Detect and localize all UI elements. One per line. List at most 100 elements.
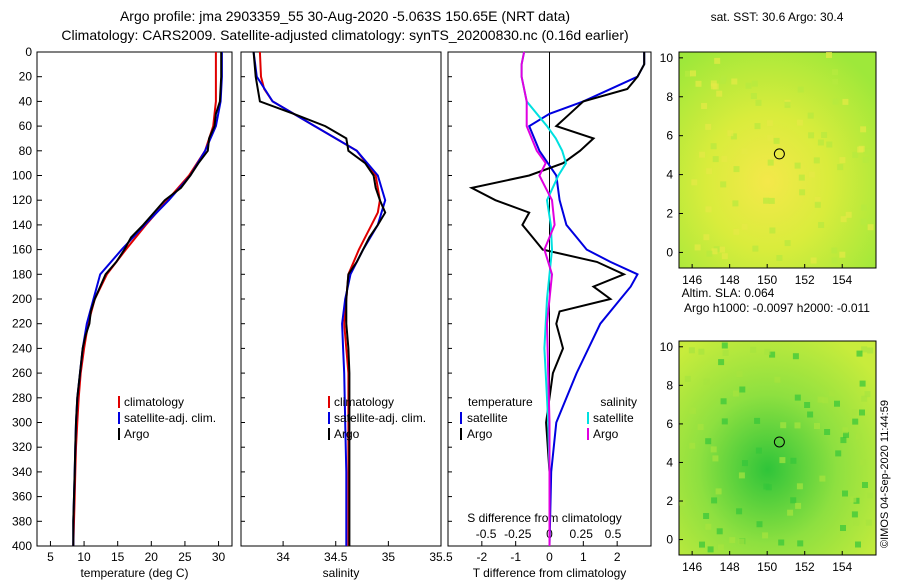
- map-x-tick-label: 152: [795, 560, 815, 574]
- map-cell: [690, 70, 696, 77]
- map-cell: [699, 151, 706, 158]
- map-y-tick-label: 6: [666, 417, 673, 431]
- map-y-tick-label: 8: [666, 378, 673, 392]
- map-cell: [754, 123, 761, 130]
- map-cell: [839, 157, 846, 164]
- map-field: [678, 340, 877, 556]
- map-cell: [799, 189, 806, 196]
- depth-tick-label: 40: [19, 94, 33, 108]
- map-cell: [730, 133, 737, 140]
- map-cell: [790, 497, 797, 504]
- map-cell: [834, 400, 840, 407]
- map-cell: [733, 166, 740, 173]
- map-cell: [842, 427, 849, 434]
- temperature-panel: 0 20 40 60 80 100 120 140 160 180 200 220 240 260 280 3…: [12, 45, 233, 580]
- map-cell: [852, 151, 859, 158]
- map-y-tick-label: 10: [660, 340, 674, 354]
- map-cell: [694, 244, 701, 251]
- map-x-tick-label: 154: [832, 560, 852, 574]
- map-cell: [732, 200, 739, 207]
- map-cell: [790, 457, 797, 464]
- depth-tick-label: 60: [19, 119, 33, 133]
- map-x-tick-label: 146: [682, 560, 702, 574]
- map-cell: [831, 247, 838, 254]
- map-cell: [860, 126, 867, 133]
- map-y-tick-label: 4: [666, 455, 673, 469]
- map-cell: [851, 409, 858, 416]
- map-cell: [867, 347, 874, 354]
- map-cell: [804, 402, 811, 408]
- x-tick-label: 1: [580, 550, 587, 564]
- s-tick-label: 0.25: [570, 527, 594, 541]
- map-cell: [689, 442, 696, 449]
- map-cell: [703, 234, 710, 241]
- depth-tick-label: 20: [19, 70, 33, 84]
- map-cell: [764, 348, 771, 355]
- map-cell: [845, 211, 852, 218]
- map-cell: [738, 538, 745, 545]
- map-cell: [837, 164, 844, 171]
- map-cell: [699, 541, 705, 548]
- map-cell: [835, 450, 842, 457]
- map-cell: [808, 171, 815, 178]
- map-cell: [853, 497, 860, 504]
- credit-text: ©IMOS 04-Sep-2020 11:44:59: [879, 400, 891, 548]
- map-cell: [862, 482, 868, 488]
- map-cell: [787, 509, 794, 516]
- map-cell: [794, 422, 801, 429]
- series-line-argo: [72, 52, 223, 546]
- map-cell: [767, 135, 774, 141]
- map-cell: [741, 148, 748, 155]
- x-tick-label: 34: [276, 550, 290, 564]
- map-cell: [792, 353, 799, 360]
- salinity-panel-frame: [240, 51, 442, 547]
- x-tick-label: 35.5: [429, 550, 453, 564]
- x-tick-label: 0: [546, 550, 553, 564]
- x-tick-label: 5: [47, 550, 54, 564]
- map-cell: [769, 351, 776, 358]
- x-axis-label: salinity: [323, 566, 360, 580]
- map-cell: [719, 246, 725, 253]
- map-cell: [817, 396, 824, 403]
- map-cell: [818, 222, 825, 228]
- map-cell: [859, 459, 866, 466]
- title-line-2: Climatology: CARS2009. Satellite-adjuste…: [61, 27, 628, 43]
- map-cell: [721, 156, 728, 162]
- map-cell: [779, 457, 786, 464]
- map-cell: [705, 123, 712, 130]
- map-cell: [741, 223, 748, 230]
- depth-tick-label: 80: [19, 144, 33, 158]
- map-cell: [732, 390, 739, 397]
- map-cell: [733, 228, 740, 235]
- map-cell: [861, 204, 867, 211]
- argo-position-marker: [773, 148, 785, 160]
- series-line-t-argo: [468, 52, 646, 546]
- map-cell: [814, 423, 820, 429]
- map-x-tick-label: 146: [682, 273, 702, 287]
- map-cell: [762, 532, 769, 539]
- series-line-s-satellite: [520, 51, 568, 546]
- map-cell: [832, 69, 838, 76]
- map-cell: [755, 99, 762, 106]
- map-cell: [794, 394, 801, 401]
- map-cell: [796, 119, 803, 126]
- map-cell: [813, 157, 820, 164]
- map-cell: [756, 521, 763, 528]
- depth-tick-label: 100: [12, 169, 32, 183]
- map-cell: [767, 159, 774, 166]
- x-tick-label: 20: [145, 550, 159, 564]
- map-cell: [688, 407, 695, 414]
- map-x-tick-label: 148: [720, 560, 740, 574]
- legend-label: satellite-adj. clim.: [334, 411, 426, 425]
- depth-tick-label: 380: [12, 514, 32, 528]
- map-cell: [684, 375, 691, 382]
- s-tick-label: 0.5: [605, 527, 622, 541]
- map-cell: [720, 181, 727, 188]
- map-cell: [784, 240, 791, 247]
- map-cell: [850, 496, 857, 503]
- map-cell: [840, 525, 846, 531]
- map-cell: [703, 513, 710, 519]
- map-cell: [859, 380, 866, 387]
- map-cell: [679, 499, 686, 506]
